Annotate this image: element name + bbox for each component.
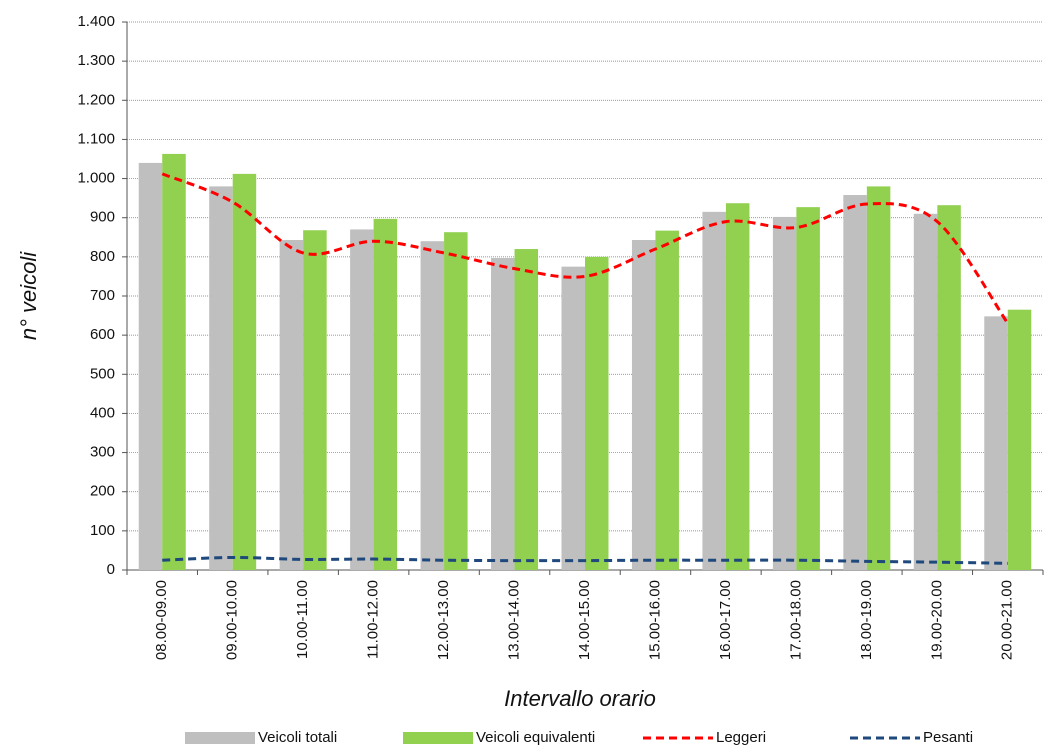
bar (631, 240, 656, 571)
y-tick-label: 500 (90, 365, 115, 382)
bar (350, 229, 374, 570)
bar (561, 266, 585, 570)
x-tick-label: 20.00-21.00 (999, 580, 1016, 660)
line (162, 555, 1008, 565)
legend-label: Pesanti (923, 729, 973, 746)
y-tick-label: 1.400 (77, 13, 115, 30)
y-tick-label: 1.300 (77, 52, 115, 69)
bar (796, 207, 820, 570)
legend-label: Leggeri (716, 729, 766, 746)
x-tick-label: 14.00-15.00 (576, 580, 593, 660)
x-tick-label: 09.00-10.00 (224, 580, 241, 660)
bar (937, 205, 961, 570)
x-tick-label: 15.00-16.00 (646, 580, 663, 660)
x-tick-label: 13.00-14.00 (506, 580, 523, 660)
bar (725, 203, 750, 570)
bar (702, 211, 726, 571)
x-tick-label: 10.00-11.00 (294, 580, 311, 659)
y-tick-label: 1.100 (77, 130, 115, 147)
legend-swatch (185, 732, 255, 744)
bar (373, 218, 398, 571)
bar (1007, 309, 1032, 570)
y-tick-label: 400 (90, 404, 115, 421)
bar (162, 153, 186, 570)
y-tick-label: 700 (90, 287, 115, 304)
x-tick-label: 12.00-13.00 (435, 580, 452, 660)
y-tick-label: 800 (90, 248, 115, 265)
x-tick-label: 19.00-20.00 (928, 580, 945, 660)
bar (303, 230, 327, 571)
y-tick-label: 1.000 (77, 170, 115, 187)
bar (514, 249, 539, 570)
bar (913, 213, 938, 571)
bar (491, 258, 515, 570)
bar (444, 232, 468, 570)
y-tick-label: 1.200 (77, 91, 115, 108)
x-axis-label: Intervallo orario (504, 686, 656, 711)
y-axis-label: n° veicoli (16, 251, 41, 340)
bar (866, 186, 891, 570)
x-tick-label: 18.00-19.00 (858, 580, 875, 660)
y-tick-label: 300 (90, 444, 115, 461)
bar (209, 186, 233, 570)
legend-label: Veicoli totali (258, 729, 337, 746)
bar (843, 195, 867, 571)
y-tick-label: 600 (90, 326, 115, 343)
bar (655, 230, 679, 571)
bar (585, 256, 609, 570)
legend-label: Veicoli equivalenti (476, 729, 595, 746)
bar (138, 162, 163, 570)
line (161, 172, 1010, 325)
bar (772, 216, 797, 570)
x-tick-label: 17.00-18.00 (787, 580, 804, 660)
y-tick-label: 900 (90, 209, 115, 226)
x-tick-label: 16.00-17.00 (717, 580, 734, 660)
bar (984, 316, 1008, 570)
bar (420, 241, 445, 570)
legend-swatch (403, 732, 473, 744)
y-tick-label: 100 (90, 522, 115, 539)
bar (232, 173, 257, 571)
bar (279, 240, 304, 571)
y-tick-label: 0 (107, 561, 115, 578)
x-tick-label: 08.00-09.00 (153, 580, 170, 660)
x-tick-label: 11.00-12.00 (365, 580, 382, 659)
y-tick-label: 200 (90, 483, 115, 500)
